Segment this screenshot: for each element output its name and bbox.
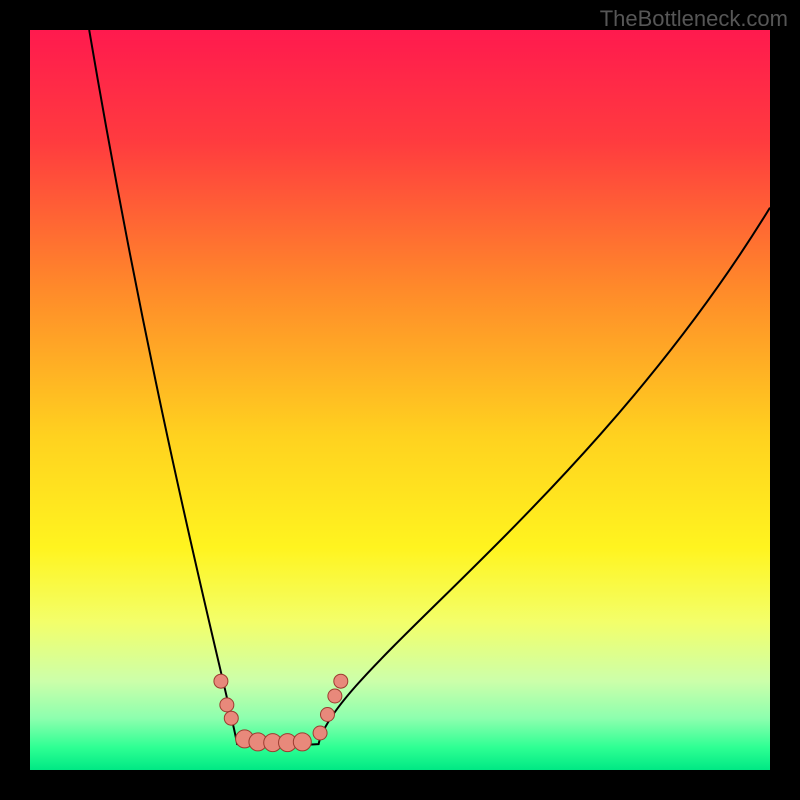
gradient-background bbox=[30, 30, 770, 770]
plot-svg bbox=[30, 30, 770, 770]
data-marker bbox=[224, 711, 238, 725]
data-marker bbox=[214, 674, 228, 688]
data-marker bbox=[313, 726, 327, 740]
chart-frame: TheBottleneck.com bbox=[0, 0, 800, 800]
data-marker bbox=[328, 689, 342, 703]
data-marker bbox=[220, 698, 234, 712]
watermark-text: TheBottleneck.com bbox=[600, 6, 788, 32]
data-marker bbox=[334, 674, 348, 688]
data-marker bbox=[293, 733, 311, 751]
plot-area bbox=[30, 30, 770, 770]
data-marker bbox=[320, 708, 334, 722]
